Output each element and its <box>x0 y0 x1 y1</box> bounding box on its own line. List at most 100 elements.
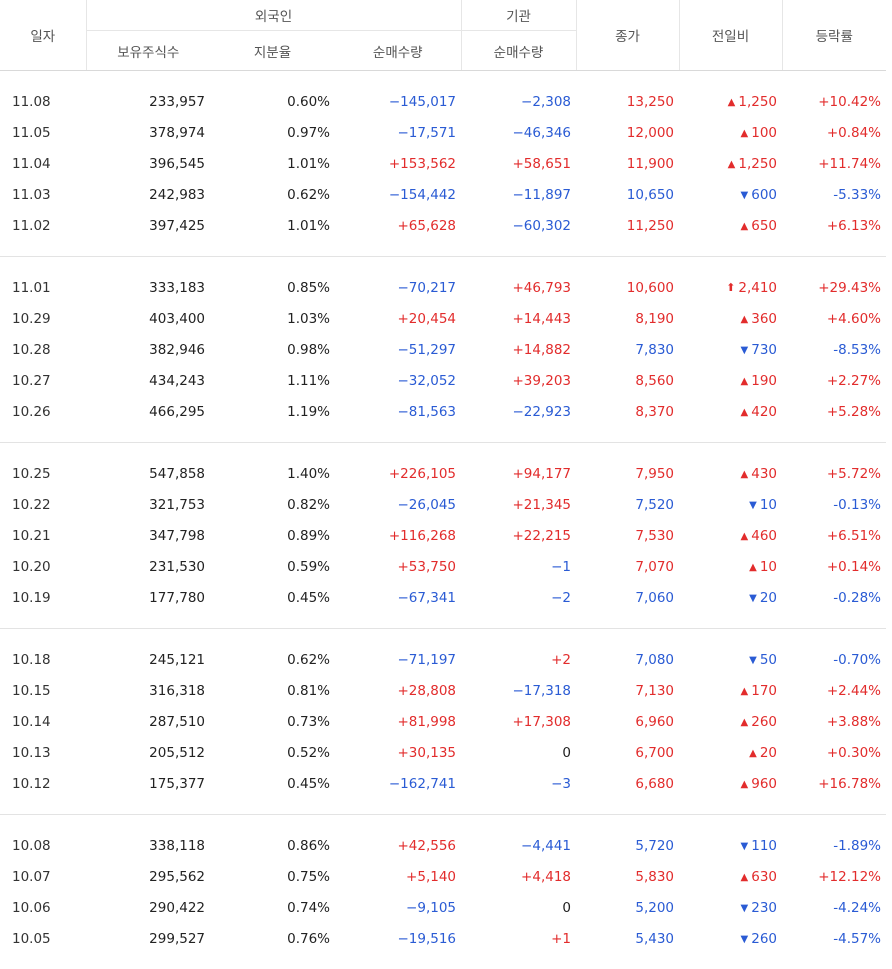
up-triangle-icon: ▲ <box>741 717 749 728</box>
cell-close: 5,200 <box>576 892 679 923</box>
change-value: 20 <box>760 745 777 761</box>
cell-close: 7,530 <box>576 520 679 551</box>
cell-foreign-net: −162,741 <box>335 768 461 799</box>
cell-foreign-net: −26,045 <box>335 489 461 520</box>
cell-date: 10.15 <box>0 675 86 706</box>
cell-ratio: 0.45% <box>210 768 335 799</box>
header-foreign-net: 순매수량 <box>335 31 461 71</box>
cell-ratio: 0.45% <box>210 582 335 613</box>
down-triangle-icon: ▼ <box>741 903 749 914</box>
cell-foreign-net: +65,628 <box>335 210 461 241</box>
change-value: 2,410 <box>738 280 777 296</box>
change-value: 1,250 <box>738 156 777 172</box>
down-triangle-icon: ▼ <box>749 593 757 604</box>
cell-change: ▼50 <box>679 644 782 675</box>
cell-holdings: 434,243 <box>86 365 210 396</box>
cell-inst-net: 0 <box>461 737 576 768</box>
cell-foreign-net: −17,571 <box>335 117 461 148</box>
cell-date: 11.01 <box>0 272 86 303</box>
header-close: 종가 <box>576 0 679 71</box>
down-triangle-icon: ▼ <box>749 655 757 666</box>
cell-inst-net: +39,203 <box>461 365 576 396</box>
cell-inst-net: 0 <box>461 892 576 923</box>
cell-date: 10.08 <box>0 830 86 861</box>
cell-change: ▲10 <box>679 551 782 582</box>
cell-change: ▼260 <box>679 923 782 954</box>
cell-inst-net: −11,897 <box>461 179 576 210</box>
cell-date: 10.21 <box>0 520 86 551</box>
cell-date: 10.05 <box>0 923 86 954</box>
cell-ratio: 0.60% <box>210 86 335 117</box>
cell-close: 5,830 <box>576 861 679 892</box>
change-value: 190 <box>751 373 777 389</box>
cell-date: 11.02 <box>0 210 86 241</box>
cell-holdings: 205,512 <box>86 737 210 768</box>
down-triangle-icon: ▼ <box>741 841 749 852</box>
cell-date: 10.06 <box>0 892 86 923</box>
cell-inst-net: −60,302 <box>461 210 576 241</box>
cell-close: 7,130 <box>576 675 679 706</box>
cell-holdings: 347,798 <box>86 520 210 551</box>
cell-close: 11,250 <box>576 210 679 241</box>
cell-change: ▲420 <box>679 396 782 427</box>
cell-change: ▲360 <box>679 303 782 334</box>
cell-ratio: 0.89% <box>210 520 335 551</box>
cell-rate: -4.24% <box>782 892 886 923</box>
cell-change: ▼20 <box>679 582 782 613</box>
cell-foreign-net: −70,217 <box>335 272 461 303</box>
cell-foreign-net: −67,341 <box>335 582 461 613</box>
header-inst-net: 순매수량 <box>461 31 576 71</box>
cell-date: 11.04 <box>0 148 86 179</box>
cell-holdings: 378,974 <box>86 117 210 148</box>
cell-holdings: 177,780 <box>86 582 210 613</box>
up-triangle-icon: ▲ <box>741 531 749 542</box>
cell-inst-net: +94,177 <box>461 458 576 489</box>
cell-rate: +2.27% <box>782 365 886 396</box>
cell-holdings: 382,946 <box>86 334 210 365</box>
cell-foreign-net: +116,268 <box>335 520 461 551</box>
up-triangle-icon: ▲ <box>741 221 749 232</box>
cell-change: ▼600 <box>679 179 782 210</box>
down-triangle-icon: ▼ <box>741 190 749 201</box>
cell-holdings: 287,510 <box>86 706 210 737</box>
cell-close: 8,370 <box>576 396 679 427</box>
cell-ratio: 0.73% <box>210 706 335 737</box>
cell-inst-net: +2 <box>461 644 576 675</box>
change-value: 10 <box>760 559 777 575</box>
cell-change: ▼730 <box>679 334 782 365</box>
up-triangle-icon: ▲ <box>741 686 749 697</box>
cell-rate: +29.43% <box>782 272 886 303</box>
cell-close: 10,650 <box>576 179 679 210</box>
change-value: 20 <box>760 590 777 606</box>
cell-holdings: 245,121 <box>86 644 210 675</box>
cell-date: 10.22 <box>0 489 86 520</box>
cell-inst-net: −4,441 <box>461 830 576 861</box>
cell-ratio: 0.98% <box>210 334 335 365</box>
cell-holdings: 403,400 <box>86 303 210 334</box>
cell-ratio: 1.11% <box>210 365 335 396</box>
cell-foreign-net: +42,556 <box>335 830 461 861</box>
cell-holdings: 316,318 <box>86 675 210 706</box>
change-value: 170 <box>751 683 777 699</box>
cell-change: ▼110 <box>679 830 782 861</box>
cell-close: 8,560 <box>576 365 679 396</box>
cell-rate: +0.30% <box>782 737 886 768</box>
cell-date: 11.08 <box>0 86 86 117</box>
cell-holdings: 299,527 <box>86 923 210 954</box>
up-triangle-icon: ▲ <box>741 779 749 790</box>
cell-holdings: 295,562 <box>86 861 210 892</box>
change-value: 600 <box>751 187 777 203</box>
cell-inst-net: −2,308 <box>461 86 576 117</box>
cell-foreign-net: −9,105 <box>335 892 461 923</box>
cell-inst-net: −1 <box>461 551 576 582</box>
cell-foreign-net: +20,454 <box>335 303 461 334</box>
cell-inst-net: +14,882 <box>461 334 576 365</box>
cell-foreign-net: −51,297 <box>335 334 461 365</box>
